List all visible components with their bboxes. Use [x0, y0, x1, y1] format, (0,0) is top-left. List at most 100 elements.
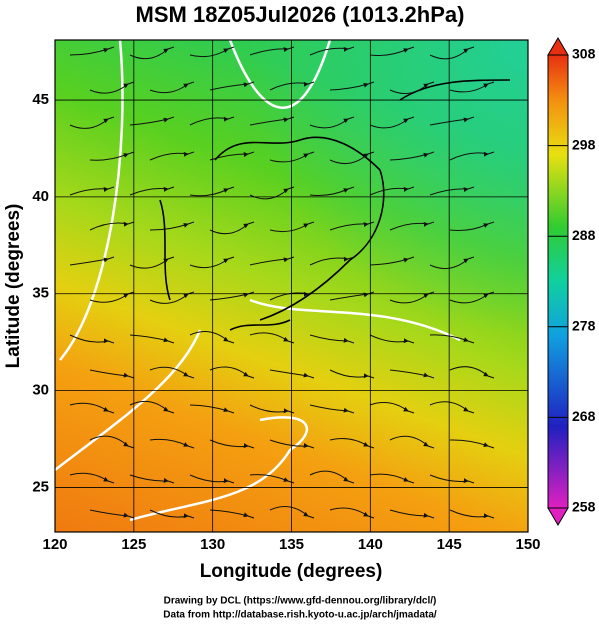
streamline	[329, 221, 375, 231]
streamline	[69, 334, 115, 344]
streamline	[249, 46, 295, 56]
streamline	[449, 81, 495, 93]
streamline	[149, 221, 195, 231]
streamline	[69, 186, 115, 196]
streamline	[369, 186, 415, 196]
streamline	[389, 435, 435, 449]
colorbar-tick-label: 308	[572, 46, 596, 62]
x-tick-label: 125	[121, 536, 146, 553]
streamline	[89, 81, 135, 94]
streamline	[189, 186, 235, 197]
streamline	[369, 473, 415, 484]
streamline	[89, 369, 135, 379]
streamline	[309, 46, 355, 56]
streamline	[389, 221, 435, 231]
x-tick-label: 145	[437, 536, 462, 553]
streamline	[209, 366, 255, 379]
streamline	[209, 509, 255, 519]
title: MSM 18Z05Jul2026 (1013.2hPa)	[136, 2, 465, 27]
streamline	[449, 151, 495, 161]
streamline	[69, 472, 115, 484]
streamline	[429, 256, 475, 270]
streamline	[249, 404, 295, 414]
streamline	[429, 46, 475, 60]
streamline	[449, 439, 495, 449]
streamline	[89, 509, 135, 519]
streamline	[389, 369, 435, 379]
streamline	[389, 509, 435, 519]
y-tick-label: 45	[32, 91, 49, 108]
streamline	[429, 186, 475, 196]
streamline	[209, 151, 255, 161]
streamline	[449, 366, 495, 379]
streamline	[429, 116, 475, 126]
x-tick-label: 135	[279, 536, 304, 553]
streamline	[189, 46, 235, 58]
streamline	[309, 186, 355, 196]
streamline	[429, 474, 475, 484]
streamline	[369, 46, 415, 56]
streamline	[249, 116, 295, 126]
streamline	[329, 507, 375, 519]
colorbar-tick-label: 258	[572, 499, 596, 515]
streamline	[69, 402, 115, 414]
streamline	[209, 221, 255, 235]
streamline	[189, 331, 235, 344]
streamline	[309, 404, 355, 414]
credit: Data from http://database.rish.kyoto-u.a…	[163, 610, 437, 621]
streamline	[149, 509, 195, 519]
streamline	[369, 116, 415, 129]
streamline	[249, 332, 295, 344]
streamline	[149, 366, 195, 379]
x-tick-label: 150	[515, 536, 540, 553]
y-axis-label: Latitude (degrees)	[3, 204, 24, 369]
streamline	[329, 369, 375, 379]
streamline	[369, 256, 415, 266]
streamline	[309, 334, 355, 344]
streamline	[329, 438, 375, 449]
y-tick-label: 35	[32, 285, 49, 302]
streamline	[329, 151, 375, 165]
streamline	[209, 81, 255, 91]
streamline	[89, 435, 135, 449]
streamline	[389, 151, 435, 161]
streamline	[369, 334, 415, 344]
streamline	[309, 256, 355, 266]
streamline	[249, 474, 295, 484]
streamline	[249, 256, 295, 266]
colorbar-tick-label: 268	[572, 408, 596, 424]
streamline	[209, 439, 255, 449]
streamline	[149, 81, 195, 94]
streamline	[189, 116, 235, 126]
streamline	[189, 256, 235, 269]
x-axis-label: Longitude (degrees)	[200, 561, 383, 582]
streamline	[189, 474, 235, 484]
streamline	[369, 402, 415, 414]
colorbar-tick-label: 298	[572, 136, 596, 152]
streamline	[89, 221, 135, 231]
streamline	[69, 256, 115, 266]
x-tick-label: 140	[358, 536, 383, 553]
streamline	[429, 401, 475, 414]
streamline	[89, 151, 135, 161]
streamline	[309, 470, 355, 484]
streamline	[149, 151, 195, 161]
streamline	[429, 334, 475, 344]
x-tick-label: 130	[200, 536, 225, 553]
streamline	[69, 116, 115, 129]
y-tick-label: 40	[32, 188, 49, 205]
y-tick-label: 30	[32, 382, 49, 399]
streamline	[449, 509, 495, 519]
streamline	[69, 46, 115, 56]
streamline	[329, 81, 375, 91]
credit: Drawing by DCL (https://www.gfd-dennou.o…	[164, 596, 437, 607]
streamline	[309, 116, 355, 129]
colorbar-tick-label: 278	[572, 318, 596, 334]
colorbar-tick-label: 288	[572, 227, 596, 243]
streamline	[149, 438, 195, 449]
colorbar	[547, 37, 569, 526]
streamline	[389, 81, 435, 95]
streamline	[449, 221, 495, 231]
y-tick-label: 25	[32, 478, 49, 495]
